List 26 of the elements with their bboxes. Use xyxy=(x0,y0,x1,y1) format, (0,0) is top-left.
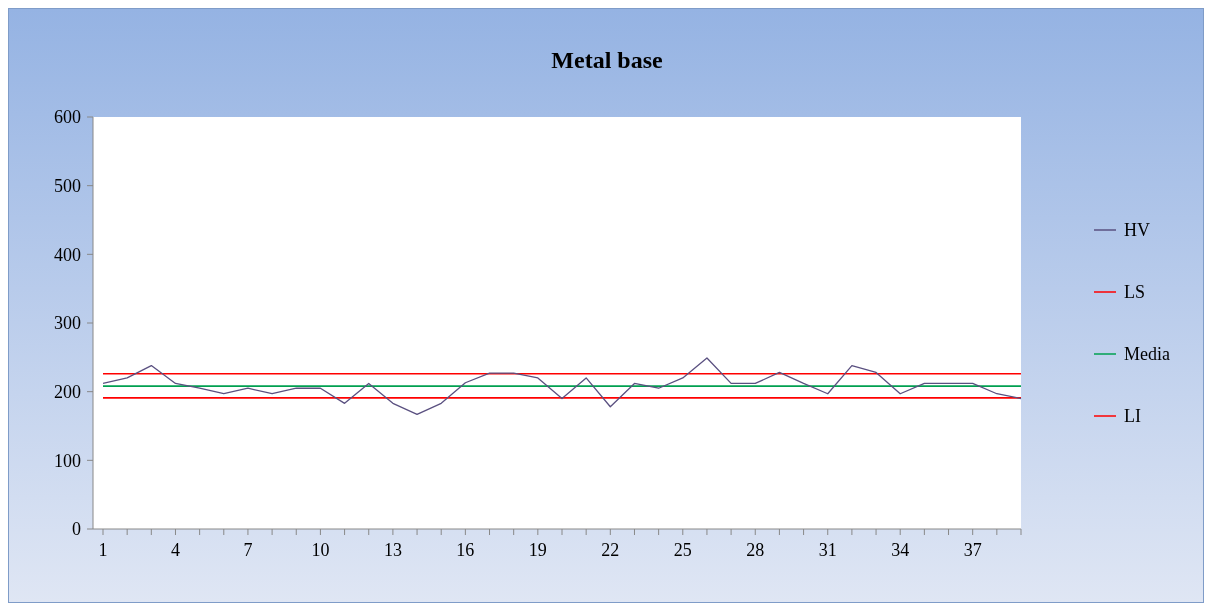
legend-label: LS xyxy=(1124,281,1146,303)
y-tick-label: 100 xyxy=(54,450,81,471)
y-tick-label: 0 xyxy=(72,519,81,540)
x-tick-label: 22 xyxy=(601,539,620,560)
x-tick-label: 16 xyxy=(456,539,475,560)
x-tick-label: 31 xyxy=(818,539,837,560)
x-tick-label: 37 xyxy=(963,539,982,560)
x-tick-label: 10 xyxy=(311,539,330,560)
x-tick-label: 28 xyxy=(746,539,765,560)
x-tick-label: 34 xyxy=(891,539,910,560)
legend-label: HV xyxy=(1124,219,1150,241)
legend-label: Media xyxy=(1124,343,1170,365)
x-tick-label: 1 xyxy=(98,539,108,560)
x-tick-label: 25 xyxy=(673,539,692,560)
y-tick-label: 200 xyxy=(54,382,81,403)
x-tick-label: 7 xyxy=(243,539,253,560)
x-tick-label: 19 xyxy=(528,539,547,560)
line-series xyxy=(102,357,1022,415)
x-tick-label: 13 xyxy=(383,539,402,560)
y-tick-label: 400 xyxy=(54,244,81,265)
y-tick-label: 500 xyxy=(54,176,81,197)
legend-label: LI xyxy=(1124,405,1141,427)
x-tick-label: 4 xyxy=(170,539,180,560)
chart-title: Metal base xyxy=(550,47,664,74)
y-tick-label: 600 xyxy=(54,107,81,128)
y-tick-label: 300 xyxy=(54,313,81,334)
